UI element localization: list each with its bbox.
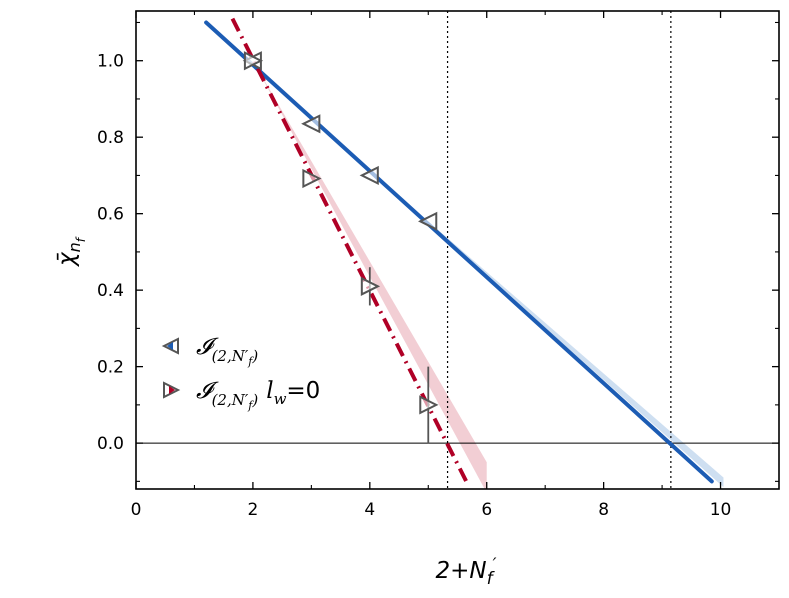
data-point: [359, 165, 379, 186]
y-tick-label: 0.2: [97, 358, 124, 378]
y-axis-title: χ̄nf: [54, 236, 88, 268]
confidence-band: [428, 221, 724, 488]
y-tick-label: 0.0: [97, 434, 124, 454]
data-point: [360, 276, 381, 296]
fit-line: [204, 20, 714, 484]
y-axis: 0.0 0.2 0.4 0.6 0.8 1.0: [97, 21, 779, 482]
x-axis: 0 2 4 6 8 10: [131, 11, 732, 520]
data-points: [242, 51, 439, 444]
y-tick-label: 1.0: [97, 52, 124, 72]
plot-frame: [135, 10, 780, 490]
data-point: [301, 114, 321, 134]
y-tick-label: 0.6: [97, 205, 124, 225]
x-tick-label: 6: [481, 500, 492, 520]
legend-marker-fill: [169, 386, 175, 394]
legend-label: 𝓘(2,N′f) lw=0: [196, 378, 320, 412]
data-point: [419, 395, 439, 415]
legend: 𝓘(2,N′f) 𝓘(2,N′f) lw=0: [161, 334, 320, 412]
data-point: [243, 51, 264, 71]
svg-text:χ̄nf: χ̄nf: [54, 236, 88, 268]
x-tick-label: 2: [247, 500, 258, 520]
x-tick-label: 8: [598, 500, 609, 520]
legend-marker-fill: [167, 342, 173, 350]
y-tick-label: 0.8: [97, 128, 124, 148]
y-tick-label: 0.4: [97, 281, 124, 301]
fit-lines: [204, 17, 714, 484]
legend-label: 𝓘(2,N′f): [196, 334, 258, 368]
x-axis-title: 2+Nf′: [436, 555, 497, 589]
x-tick-label: 10: [710, 500, 732, 520]
data-point: [418, 211, 438, 231]
data-point: [302, 168, 322, 189]
x-tick-label: 0: [131, 500, 142, 520]
x-tick-label: 4: [364, 500, 375, 520]
fit-line: [230, 17, 469, 483]
